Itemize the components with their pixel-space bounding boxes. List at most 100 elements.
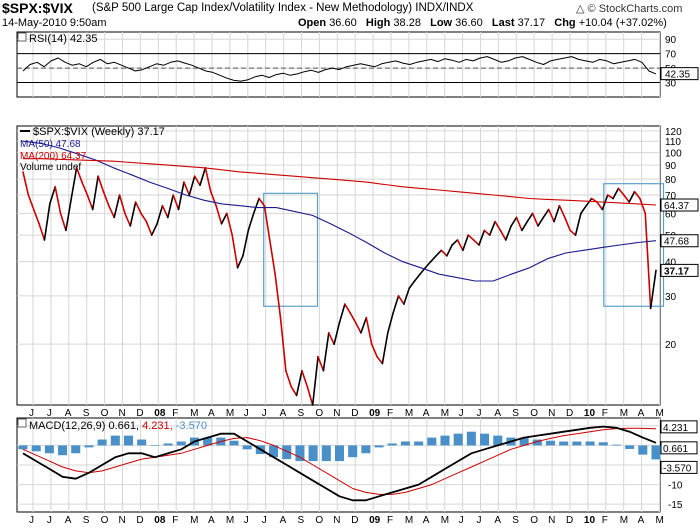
x-tick-label: N — [548, 408, 555, 419]
price-line-segment — [32, 208, 40, 225]
macd-histogram-bar — [598, 442, 608, 446]
macd-signal-line — [22, 427, 657, 495]
price-line-segment — [370, 343, 378, 358]
price-line-segment — [54, 186, 62, 215]
price-line-segment — [333, 321, 341, 345]
price-line-segment — [435, 249, 443, 257]
rsi-last-value: 42.35 — [665, 70, 690, 81]
rsi-tick-label: 70 — [665, 50, 677, 61]
macd-histogram-bar — [123, 435, 134, 446]
price-last-value-box — [660, 263, 699, 277]
macd-histogram-bar — [427, 437, 437, 446]
macd-histogram-bar — [440, 435, 450, 446]
price-line-segment — [102, 190, 110, 207]
macd-collapse-icon — [17, 418, 27, 428]
x-tick-label: J — [262, 408, 267, 419]
x-tick-label: A — [494, 515, 501, 526]
x-tick-label: A — [423, 408, 430, 419]
price-line-segment — [472, 239, 480, 246]
macd-histogram-bar — [176, 441, 186, 446]
x-tick-label: A — [638, 408, 645, 419]
price-line-segment — [49, 186, 56, 205]
price-line-segment — [38, 222, 46, 241]
price-line-segment — [596, 201, 604, 211]
ma50-line — [22, 140, 657, 282]
price-line-segment — [70, 166, 78, 200]
x-tick-label: A — [208, 515, 215, 526]
x-tick-label: 10 — [584, 408, 596, 419]
macd-histogram-bar — [414, 441, 424, 446]
x-tick-label: O — [530, 515, 538, 526]
ma50-last-value-box — [660, 234, 699, 248]
macd-histogram-bar — [242, 445, 252, 450]
price-line-segment — [118, 194, 126, 215]
x-tick-label: N — [333, 515, 340, 526]
x-tick-label: M — [441, 515, 449, 526]
macd-histogram-bar — [18, 445, 28, 450]
macd-histogram-bar — [150, 445, 160, 446]
price-line-segment — [91, 175, 99, 211]
price-line-segment — [290, 385, 298, 397]
price-line-segment — [644, 212, 652, 310]
macd-histogram-bar — [84, 445, 94, 448]
x-tick-label: O — [530, 408, 538, 419]
price-line-segment — [22, 171, 30, 196]
x-tick-label: J — [262, 515, 267, 526]
x-tick-label: J — [29, 408, 34, 419]
chart-symbol-description: (S&P 500 Large Cap Index/Volatility Inde… — [92, 2, 474, 14]
x-tick-label: J — [47, 515, 52, 526]
legend-ma200: MA(200) 64.37 — [20, 151, 87, 162]
price-line-segment — [553, 204, 561, 223]
price-line-segment — [338, 303, 346, 324]
macd-legend-macd: 0.661, — [108, 420, 142, 432]
macd-histogram-bar — [625, 445, 635, 449]
x-tick-label: J — [477, 515, 482, 526]
price-line-segment — [440, 249, 448, 257]
macd-histogram-bar — [71, 445, 81, 454]
low-value: 36.60 — [455, 17, 483, 29]
x-tick-label: D — [351, 408, 358, 419]
price-line-segment — [451, 239, 459, 246]
x-tick-label: M — [226, 515, 234, 526]
price-line-segment — [537, 216, 545, 227]
macd-histogram-bar — [361, 445, 371, 454]
x-tick-label: N — [548, 515, 555, 526]
x-tick-label: M — [620, 515, 628, 526]
price-line-segment — [65, 197, 73, 232]
price-line-segment — [220, 212, 228, 225]
price-line-segment — [140, 212, 148, 223]
price-line-segment — [580, 204, 588, 215]
price-line-segment — [424, 260, 432, 269]
price-line-segment — [397, 295, 405, 305]
price-line-segment — [510, 216, 518, 227]
highlight-box — [263, 192, 319, 307]
macd-histogram-bar — [137, 439, 147, 446]
price-line-segment — [392, 295, 400, 314]
x-tick-label: J — [244, 408, 249, 419]
price-line-segment — [113, 194, 121, 219]
macd-histogram-bar — [638, 445, 648, 455]
price-tick-label: 40 — [665, 258, 677, 269]
price-line-segment — [521, 220, 529, 232]
macd-histogram-bar — [374, 445, 384, 448]
price-line-segment — [81, 181, 89, 196]
price-line-segment — [574, 212, 582, 236]
macd-histogram-bar — [58, 445, 68, 456]
price-line-segment — [279, 316, 287, 372]
macd-histogram-bar — [97, 439, 107, 446]
rsi-tick-label: 30 — [665, 79, 677, 90]
price-line-segment — [97, 175, 105, 193]
price-line-segment — [569, 229, 577, 236]
x-tick-label: F — [387, 408, 393, 419]
x-tick-label: O — [101, 408, 109, 419]
price-line-segment — [515, 216, 523, 232]
x-tick-label: J — [459, 408, 464, 419]
chg-value: +10.04 (+37.02%) — [578, 17, 667, 29]
price-line-segment — [429, 255, 437, 263]
macd-histogram-bar — [44, 445, 54, 454]
x-tick-label: O — [101, 515, 109, 526]
x-tick-label: F — [172, 408, 178, 419]
price-line-segment — [231, 234, 239, 269]
price-line-segment — [258, 197, 266, 207]
price-line-segment — [215, 204, 223, 225]
